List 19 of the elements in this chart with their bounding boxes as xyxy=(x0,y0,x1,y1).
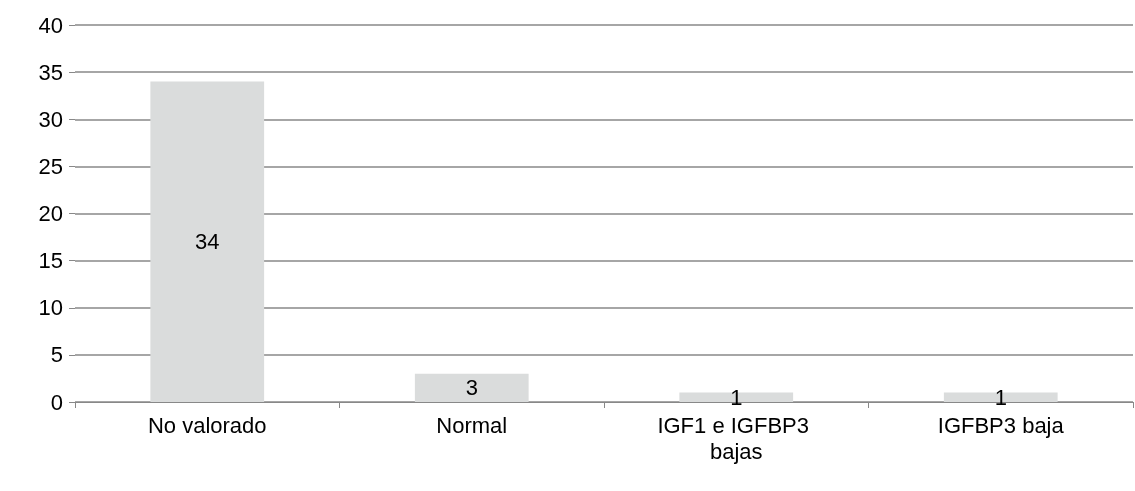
data-label: 3 xyxy=(465,375,478,401)
x-tick-label: IGF1 e IGFBP3 bajas xyxy=(657,412,816,464)
y-tick-label: 20 xyxy=(38,201,63,226)
y-tick-label: 30 xyxy=(38,106,63,132)
bar xyxy=(150,81,265,402)
x-tick-label: Normal xyxy=(436,412,508,438)
bar xyxy=(414,373,529,402)
y-tick-label: 0 xyxy=(50,389,63,415)
data-label: 34 xyxy=(195,229,220,255)
y-tick-label: 15 xyxy=(38,248,63,274)
x-tick-label: No valorado xyxy=(147,412,267,438)
y-tick-label: 10 xyxy=(38,295,63,321)
y-tick-label: 40 xyxy=(38,12,63,38)
x-tick-label: IGFBP3 baja xyxy=(937,412,1065,438)
y-tick-label: 35 xyxy=(38,59,63,85)
y-tick-label: 5 xyxy=(50,342,63,368)
data-label: 1 xyxy=(730,384,743,410)
data-label: 1 xyxy=(994,384,1007,410)
y-tick-label: 25 xyxy=(38,153,63,179)
